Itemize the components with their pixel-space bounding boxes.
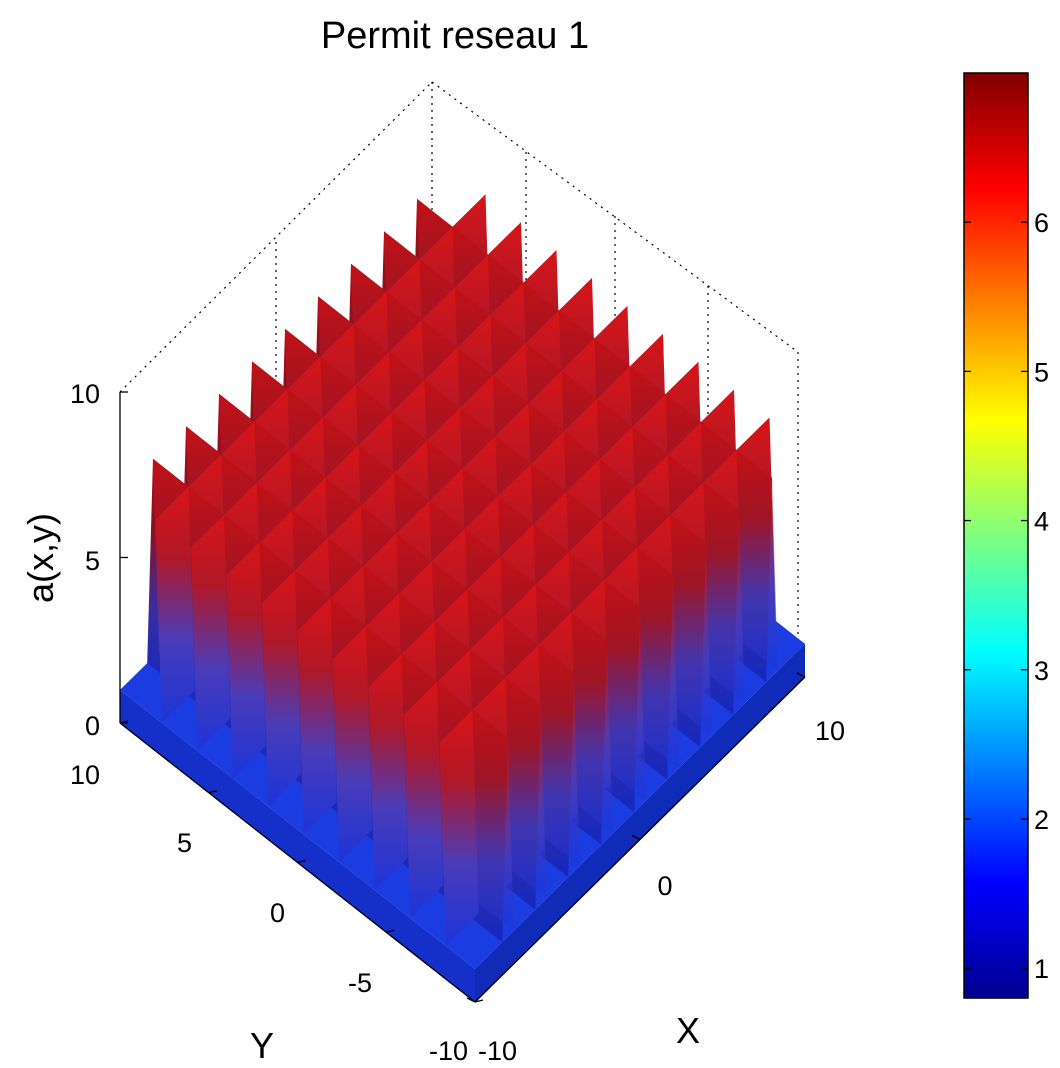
x-tick bbox=[466, 997, 476, 1003]
surface-wall bbox=[571, 612, 613, 834]
colorbar: 1 2 3 4 5 6 bbox=[963, 72, 1049, 999]
y-tick-label: -10 bbox=[429, 1036, 468, 1066]
x-tick-label: 0 bbox=[657, 871, 672, 901]
surface-wall bbox=[368, 654, 408, 891]
surface-wall bbox=[439, 709, 479, 946]
z-axis-label: a(x,y) bbox=[20, 513, 61, 603]
surface-wall bbox=[637, 547, 679, 769]
colorbar-tick-label: 2 bbox=[1034, 805, 1049, 835]
y-tick bbox=[208, 790, 217, 794]
x-axis-label: X bbox=[676, 1010, 700, 1051]
y-tick-label: 5 bbox=[177, 828, 192, 858]
z-tick-label: 0 bbox=[85, 711, 100, 741]
surface-wall bbox=[736, 449, 778, 671]
surface-wall bbox=[703, 482, 745, 704]
colorbar-ticks: 1 2 3 4 5 6 bbox=[964, 208, 1049, 984]
y-tick bbox=[297, 859, 306, 864]
surface-wall bbox=[538, 644, 580, 866]
z-tick-label: 5 bbox=[85, 546, 100, 576]
y-axis-label: Y bbox=[250, 1025, 274, 1066]
colorbar-tick-label: 6 bbox=[1034, 208, 1049, 238]
y-tick-label: -5 bbox=[348, 968, 372, 998]
surface-wall bbox=[155, 486, 195, 723]
y-tick bbox=[386, 929, 395, 933]
colorbar-tick-label: 3 bbox=[1034, 656, 1049, 686]
surface-wall bbox=[297, 598, 337, 835]
surface-base-edge bbox=[475, 643, 805, 1002]
surface-wall bbox=[472, 709, 514, 931]
colorbar-gradient bbox=[963, 72, 1029, 999]
tick-marks bbox=[119, 391, 806, 1003]
surface-wall bbox=[404, 682, 444, 918]
surface-base-edge bbox=[120, 689, 475, 1002]
y-tick bbox=[474, 999, 484, 1003]
back-top-edge-right bbox=[431, 81, 799, 353]
colorbar-tick-label: 4 bbox=[1034, 507, 1049, 537]
colorbar-tick-label: 1 bbox=[1034, 954, 1049, 984]
x-tick-label: 10 bbox=[815, 716, 845, 746]
surface-plot bbox=[120, 194, 805, 1002]
surface-wall bbox=[262, 570, 302, 807]
surface-wall bbox=[226, 542, 266, 779]
surface-wall bbox=[333, 626, 373, 863]
y-tick-label: 10 bbox=[70, 760, 100, 790]
z-tick-label: 10 bbox=[70, 379, 100, 409]
x-tick-label: -10 bbox=[478, 1036, 517, 1066]
surface-wall bbox=[604, 579, 646, 801]
surface-wall bbox=[191, 514, 231, 751]
y-tick-label: 0 bbox=[270, 898, 285, 928]
colorbar-tick-label: 5 bbox=[1034, 357, 1049, 387]
chart-title: Permit reseau 1 bbox=[321, 15, 589, 57]
surface-wall bbox=[505, 677, 547, 899]
x-tick bbox=[796, 672, 806, 678]
x-tick bbox=[631, 834, 641, 841]
surface-wall bbox=[670, 514, 712, 736]
